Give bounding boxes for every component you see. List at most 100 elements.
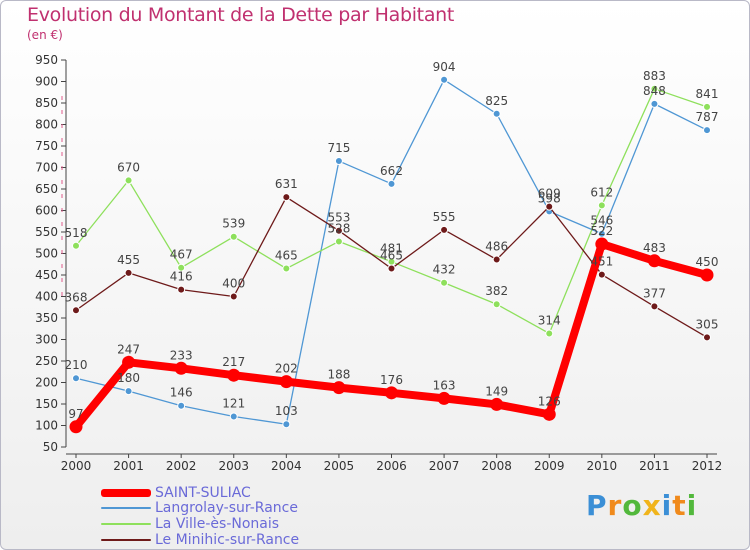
x-tick-label: 2007 xyxy=(429,459,460,473)
x-tick-label: 2006 xyxy=(376,459,407,473)
y-tick-label: 950 xyxy=(35,53,58,67)
y-tick-label: 550 xyxy=(35,225,58,239)
chart-axes: 50 100 150 200 250 300 350 400 450 500 550 600 650 70… xyxy=(35,53,722,473)
data-label: 904 xyxy=(433,60,456,74)
data-label: 467 xyxy=(170,248,193,262)
data-point xyxy=(177,263,186,272)
data-label: 465 xyxy=(275,249,298,263)
legend-swatch xyxy=(101,523,151,525)
data-label: 305 xyxy=(696,317,719,331)
data-label: 176 xyxy=(380,373,403,387)
data-label: 483 xyxy=(643,241,666,255)
data-point xyxy=(282,193,291,202)
legend-item: Le Minihic-sur-Rance xyxy=(101,532,299,548)
y-tick-label: 300 xyxy=(35,333,58,347)
data-label: 400 xyxy=(222,277,245,291)
data-point xyxy=(124,387,133,396)
y-tick-label: 850 xyxy=(35,96,58,110)
logo-letter: o xyxy=(622,489,643,522)
data-point xyxy=(545,202,554,211)
y-tick-label: 900 xyxy=(35,75,58,89)
data-label: 555 xyxy=(433,210,456,224)
data-point xyxy=(229,232,238,241)
data-point xyxy=(69,420,83,434)
data-point xyxy=(72,306,80,315)
x-tick-label: 2009 xyxy=(534,459,565,473)
legend-swatch xyxy=(101,489,151,497)
legend-item: Langrolay-sur-Rance xyxy=(101,500,298,516)
x-tick-label: 2011 xyxy=(639,459,670,473)
data-point xyxy=(597,270,606,279)
y-tick-label: 600 xyxy=(35,204,58,218)
data-point xyxy=(334,226,343,235)
y-tick-label: 750 xyxy=(35,139,58,153)
x-tick-label: 2002 xyxy=(166,459,197,473)
data-point xyxy=(332,381,346,395)
legend-item: La Ville-ès-Nonais xyxy=(101,516,279,532)
x-tick-label: 2000 xyxy=(61,459,92,473)
data-label: 188 xyxy=(327,368,350,382)
data-point xyxy=(229,412,238,421)
data-point xyxy=(440,225,449,234)
data-point xyxy=(177,401,186,410)
data-label: 450 xyxy=(696,255,719,269)
data-point xyxy=(595,237,609,251)
data-label: 528 xyxy=(327,221,350,235)
data-label: 217 xyxy=(222,355,245,369)
logo-letter: r xyxy=(607,489,623,522)
y-tick-label: 100 xyxy=(35,419,58,433)
data-label: 787 xyxy=(696,110,719,124)
data-label: 382 xyxy=(485,284,508,298)
data-label: 522 xyxy=(590,224,613,238)
data-label: 432 xyxy=(433,263,456,277)
data-label: 146 xyxy=(170,386,193,400)
data-label: 612 xyxy=(590,185,613,199)
data-label: 210 xyxy=(65,358,88,372)
chart-title: Evolution du Montant de la Dette par Hab… xyxy=(27,4,455,26)
data-point xyxy=(279,375,293,389)
data-point xyxy=(282,264,291,273)
data-label: 455 xyxy=(117,253,140,267)
data-point xyxy=(174,361,188,375)
x-tick-label: 2005 xyxy=(324,459,355,473)
data-point xyxy=(440,75,449,84)
data-label: 180 xyxy=(117,371,140,385)
data-label: 103 xyxy=(275,404,298,418)
data-label: 518 xyxy=(65,226,88,240)
logo-letter: i xyxy=(686,489,698,522)
data-label: 662 xyxy=(380,164,403,178)
y-tick-label: 250 xyxy=(35,354,58,368)
y-tick-label: 700 xyxy=(35,161,58,175)
x-tick-label: 2008 xyxy=(481,459,512,473)
data-label: 233 xyxy=(170,348,193,362)
data-label: 97 xyxy=(68,407,83,421)
chart-unit: (en €) xyxy=(27,28,63,42)
data-label: 247 xyxy=(117,342,140,356)
data-label: 825 xyxy=(485,94,508,108)
data-label: 121 xyxy=(222,396,245,410)
data-point xyxy=(334,237,343,246)
data-label: 481 xyxy=(380,242,403,256)
x-tick-label: 2001 xyxy=(113,459,144,473)
legend-label: SAINT-SULIAC xyxy=(155,485,251,501)
series-line-la-ville-s-nonais xyxy=(75,88,708,335)
data-label: 598 xyxy=(538,191,561,205)
data-label: 539 xyxy=(222,217,245,231)
data-point xyxy=(387,264,396,273)
data-point xyxy=(597,229,606,238)
legend-item: SAINT-SULIAC xyxy=(101,485,251,501)
legend-label: Le Minihic-sur-Rance xyxy=(155,532,300,548)
logo-letter: P xyxy=(586,489,608,522)
data-point xyxy=(650,84,659,93)
data-point xyxy=(647,254,661,268)
data-point xyxy=(227,368,241,382)
data-point xyxy=(177,285,186,294)
data-label: 163 xyxy=(433,378,456,392)
data-label: 715 xyxy=(327,141,350,155)
data-label: 314 xyxy=(538,313,561,327)
x-tick-label: 2004 xyxy=(271,459,302,473)
data-point xyxy=(650,302,659,311)
legend-label: La Ville-ès-Nonais xyxy=(155,516,280,532)
